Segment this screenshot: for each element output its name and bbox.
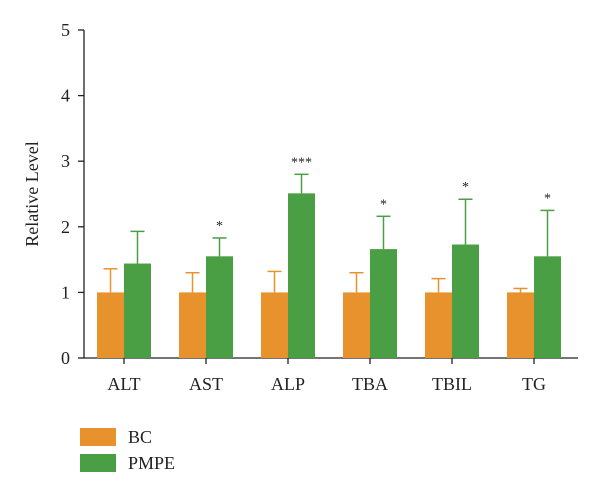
bar-pmpe-alp <box>288 193 315 358</box>
x-tick-label: ALT <box>107 374 140 394</box>
legend-label-bc: BC <box>128 427 152 447</box>
significance-star: * <box>544 191 551 206</box>
bar-pmpe-tg <box>534 256 561 358</box>
x-tick-label: TG <box>522 374 546 394</box>
bar-pmpe-ast <box>206 256 233 358</box>
y-tick-label: 3 <box>61 151 70 171</box>
significance-star: * <box>462 180 469 195</box>
y-tick-label: 4 <box>61 86 70 106</box>
bar-bc-tg <box>507 292 534 358</box>
y-tick-label: 5 <box>61 20 70 40</box>
significance-star: * <box>380 197 387 212</box>
significance-star: *** <box>291 155 312 170</box>
bar-bc-alp <box>261 292 288 358</box>
x-axis: ALT AST ALP TBA TBIL TG <box>84 357 578 394</box>
significance-annotations: ******* <box>216 155 551 234</box>
x-tick-label: AST <box>189 374 223 394</box>
bar-bc-tba <box>343 292 370 358</box>
y-tick-label: 2 <box>61 217 70 237</box>
x-tick-label: ALP <box>271 374 305 394</box>
legend: BC PMPE <box>80 427 175 473</box>
significance-star: * <box>216 219 223 234</box>
legend-swatch-pmpe <box>80 454 116 472</box>
y-axis-title: Relative Level <box>22 141 42 246</box>
y-axis: 0 1 2 3 4 5 <box>61 20 85 368</box>
x-tick-label: TBA <box>352 374 388 394</box>
bar-pmpe-tba <box>370 249 397 358</box>
bar-pmpe-tbil <box>452 244 479 358</box>
legend-label-pmpe: PMPE <box>128 453 175 473</box>
bar-bc-tbil <box>425 292 452 358</box>
bar-bc-alt <box>97 292 124 358</box>
error-bars <box>103 173 555 293</box>
y-tick-label: 1 <box>61 282 70 302</box>
y-tick-label: 0 <box>61 348 70 368</box>
legend-swatch-bc <box>80 428 116 446</box>
x-tick-label: TBIL <box>432 374 472 394</box>
bar-pmpe-alt <box>124 263 151 358</box>
bar-bc-ast <box>179 292 206 358</box>
bars <box>97 193 561 358</box>
